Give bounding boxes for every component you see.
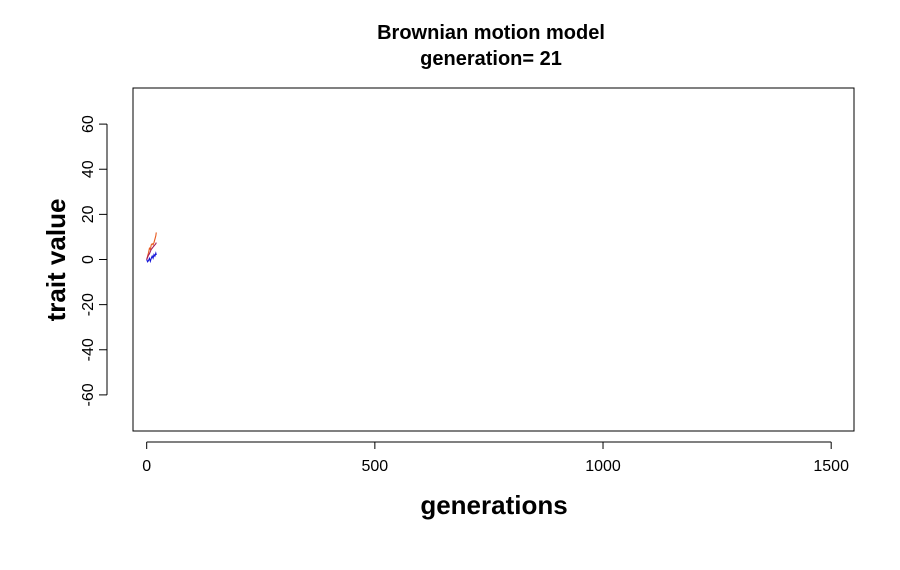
x-tick-label: 1000 <box>585 458 621 475</box>
x-tick-label: 500 <box>362 458 389 475</box>
series-line <box>146 242 157 260</box>
plot-frame <box>132 87 855 432</box>
series-layer <box>146 232 157 264</box>
x-tick-label: 0 <box>142 458 151 475</box>
y-axis-label: trait value <box>41 199 71 322</box>
x-tick-label: 1500 <box>813 458 849 475</box>
y-tick-label: 20 <box>80 205 97 223</box>
y-tick-label: -20 <box>80 293 97 316</box>
y-tick-label: -60 <box>80 383 97 406</box>
chart-title: Brownian motion model <box>377 22 605 44</box>
y-tick-label: 40 <box>80 160 97 178</box>
chart-subtitle: generation= 21 <box>420 48 562 70</box>
y-axis: -60 -40 -20 0 20 40 60 <box>80 115 108 406</box>
y-tick-label: -40 <box>80 338 97 361</box>
y-tick-label: 60 <box>80 115 97 133</box>
y-tick-label: 0 <box>80 255 97 264</box>
series-line <box>146 251 157 264</box>
x-axis-label: generations <box>420 490 567 520</box>
x-axis: 0 500 1000 1500 <box>142 441 849 475</box>
series-line <box>146 232 157 260</box>
